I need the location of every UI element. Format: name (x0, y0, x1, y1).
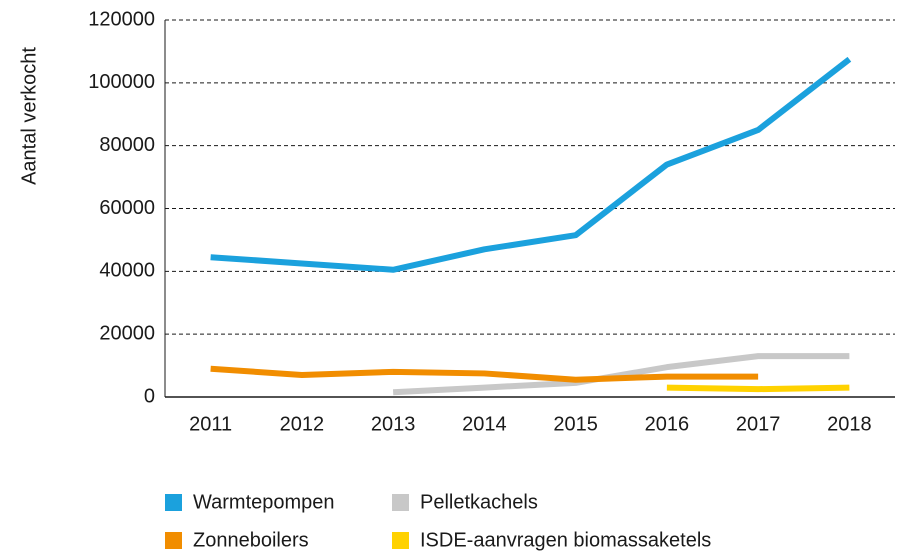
y-tick-label: 80000 (99, 134, 155, 156)
legend-label: Pelletkachels (420, 491, 538, 513)
legend-swatch (392, 532, 409, 549)
series-line (392, 353, 850, 396)
y-tick-label: 20000 (99, 322, 155, 344)
y-tick-label: 100000 (88, 71, 155, 93)
legend-swatch (165, 532, 182, 549)
legend-swatch (392, 494, 409, 511)
series-line (210, 365, 759, 383)
y-tick-label: 40000 (99, 260, 155, 282)
series-line (210, 56, 852, 273)
legend-swatch (165, 494, 182, 511)
legend-label: ISDE-aanvragen biomassaketels (420, 529, 711, 551)
y-axis-label: Aantal verkocht (18, 47, 40, 185)
x-tick-label: 2017 (736, 413, 781, 435)
x-tick-label: 2014 (462, 413, 507, 435)
legend-label: Zonneboilers (193, 529, 309, 551)
legend-label: Warmtepompen (193, 491, 335, 513)
x-tick-label: 2016 (645, 413, 690, 435)
y-tick-label: 60000 (99, 197, 155, 219)
y-tick-label: 0 (144, 385, 155, 407)
x-tick-label: 2012 (280, 413, 325, 435)
x-tick-label: 2015 (553, 413, 598, 435)
x-tick-label: 2011 (189, 413, 232, 435)
x-tick-label: 2013 (371, 413, 416, 435)
x-tick-label: 2018 (827, 413, 872, 435)
series-line (666, 384, 850, 393)
y-tick-label: 120000 (88, 8, 155, 30)
